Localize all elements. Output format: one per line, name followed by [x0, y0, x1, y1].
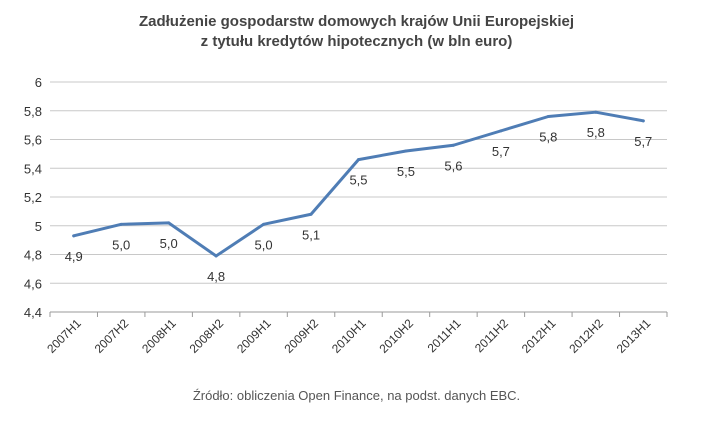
data-label: 5,0 [112, 237, 130, 252]
x-tick-label: 2007H1 [44, 316, 84, 356]
x-tick-label: 2009H2 [282, 316, 322, 356]
chart-title: Zadłużenie gospodarstw domowych krajów U… [0, 12, 713, 52]
data-label: 5,0 [255, 237, 273, 252]
data-point [594, 110, 598, 114]
data-label: 5,1 [302, 227, 320, 242]
data-point [499, 129, 503, 133]
x-tick-label: 2008H1 [139, 316, 179, 356]
y-tick-label: 4,4 [24, 305, 42, 320]
y-tick-label: 5,2 [24, 190, 42, 205]
x-tick-label: 2010H2 [376, 316, 416, 356]
data-point [72, 234, 76, 238]
data-label: 5,6 [444, 158, 462, 173]
data-label: 5,8 [539, 130, 557, 145]
x-tick-label: 2008H2 [187, 316, 227, 356]
y-tick-label: 5 [35, 219, 42, 234]
y-tick-label: 6 [35, 75, 42, 90]
data-label: 5,5 [349, 173, 367, 188]
x-tick-label: 2007H2 [92, 316, 132, 356]
x-tick-label: 2013H1 [614, 316, 654, 356]
data-point [214, 254, 218, 258]
y-tick-label: 5,6 [24, 133, 42, 148]
x-tick-label: 2011H1 [425, 316, 464, 355]
y-tick-label: 5,8 [24, 104, 42, 119]
data-label: 5,0 [160, 236, 178, 251]
data-point [546, 115, 550, 118]
data-point [119, 222, 123, 226]
x-tick-label: 2012H2 [566, 316, 606, 356]
data-point [404, 149, 408, 153]
data-label: 5,8 [587, 125, 605, 140]
data-point [357, 158, 360, 162]
data-point [309, 212, 313, 216]
x-tick-label: 2010H1 [329, 316, 369, 356]
data-point [262, 222, 266, 226]
source-note: Źródło: obliczenia Open Finance, na pods… [192, 388, 521, 403]
y-tick-label: 5,4 [24, 161, 42, 176]
data-label: 5,5 [397, 164, 415, 179]
data-label: 4,8 [207, 269, 225, 284]
title-line-1: Zadłużenie gospodarstw domowych krajów U… [138, 13, 575, 30]
data-point [451, 143, 455, 147]
data-label: 5,7 [634, 134, 652, 149]
y-tick-label: 4,8 [24, 248, 42, 263]
y-tick-label: 4,6 [24, 276, 42, 291]
x-tick-label: 2011H2 [472, 316, 511, 355]
x-tick-label: 2012H1 [519, 316, 559, 356]
title-line-2: z tytułu kredytów hipotecznych (w bln eu… [200, 33, 513, 50]
data-point [641, 119, 645, 123]
data-point [167, 221, 171, 225]
data-label: 4,9 [65, 249, 83, 264]
data-label: 5,7 [492, 144, 510, 159]
x-tick-label: 2009H1 [234, 316, 274, 356]
